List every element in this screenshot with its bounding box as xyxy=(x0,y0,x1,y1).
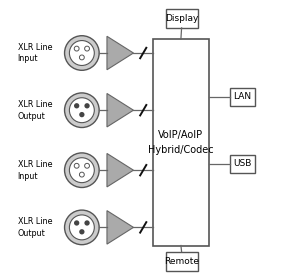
Circle shape xyxy=(69,40,94,66)
Circle shape xyxy=(69,158,94,183)
Text: Output: Output xyxy=(18,112,45,121)
Text: Remote: Remote xyxy=(164,257,199,266)
Circle shape xyxy=(74,220,79,226)
Circle shape xyxy=(65,153,99,187)
Text: XLR Line: XLR Line xyxy=(18,43,52,52)
Circle shape xyxy=(80,172,84,177)
Circle shape xyxy=(74,163,79,168)
Polygon shape xyxy=(107,36,133,70)
Circle shape xyxy=(74,103,79,109)
Circle shape xyxy=(79,229,84,234)
Text: Hybrid/Codec: Hybrid/Codec xyxy=(148,145,214,155)
Bar xyxy=(230,155,255,173)
Circle shape xyxy=(84,103,90,109)
Bar xyxy=(166,252,198,271)
Text: USB: USB xyxy=(233,159,252,169)
Text: XLR Line: XLR Line xyxy=(18,100,52,109)
Text: Input: Input xyxy=(18,172,38,181)
Polygon shape xyxy=(107,153,133,187)
Circle shape xyxy=(79,112,84,117)
Text: Input: Input xyxy=(18,54,38,63)
Text: VoIP/AoIP: VoIP/AoIP xyxy=(158,130,203,140)
Polygon shape xyxy=(107,93,133,127)
Circle shape xyxy=(80,55,84,60)
Bar xyxy=(230,88,255,106)
Circle shape xyxy=(85,46,89,51)
Circle shape xyxy=(84,220,90,226)
Circle shape xyxy=(69,215,94,240)
Circle shape xyxy=(65,36,99,70)
Bar xyxy=(166,9,198,28)
Circle shape xyxy=(74,46,79,51)
Polygon shape xyxy=(107,211,133,244)
Text: Output: Output xyxy=(18,229,45,238)
Text: XLR Line: XLR Line xyxy=(18,217,52,226)
Circle shape xyxy=(65,210,99,245)
Circle shape xyxy=(69,98,94,123)
Circle shape xyxy=(85,163,89,168)
Text: Display: Display xyxy=(165,14,198,23)
Text: LAN: LAN xyxy=(233,92,251,102)
Bar xyxy=(153,39,209,246)
Circle shape xyxy=(65,93,99,128)
Text: XLR Line: XLR Line xyxy=(18,160,52,169)
